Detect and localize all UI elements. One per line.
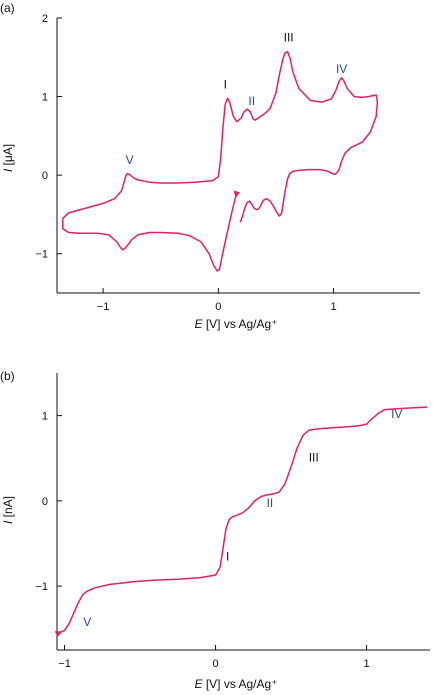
scan-direction-arrow xyxy=(233,190,241,199)
y-axis-symbol-b: I xyxy=(1,520,15,524)
x-axis-symbol-a: E xyxy=(194,317,203,331)
x-axis-title-a: E [V] vs Ag/Ag⁺ xyxy=(194,317,277,331)
y-ticks-a: −1 0 1 2 xyxy=(35,13,62,261)
peak-label: V xyxy=(83,615,91,629)
peak-label: II xyxy=(267,496,274,510)
y-tick-label: 1 xyxy=(42,92,48,104)
y-ticks-b: −1 0 1 xyxy=(35,411,62,593)
y-axis-title-a: I [μA] xyxy=(1,144,15,172)
x-tick-label: 0 xyxy=(213,658,219,670)
y-tick-label: 0 xyxy=(42,496,48,508)
y-tick-label: 0 xyxy=(42,170,48,182)
peak-label: I xyxy=(226,550,229,564)
y-tick-label: −1 xyxy=(35,581,48,593)
x-tick-label: 1 xyxy=(364,658,370,670)
x-tick-label: −1 xyxy=(58,658,71,670)
y-axis-symbol-a: I xyxy=(1,168,15,172)
peak-label: I xyxy=(224,78,227,92)
voltammogram-curve xyxy=(62,51,379,272)
peak-label: III xyxy=(309,451,319,465)
peak-label: V xyxy=(126,153,134,167)
x-tick-label: 1 xyxy=(331,301,337,313)
y-axis-unit-a: [μA] xyxy=(1,144,15,169)
peak-label: IV xyxy=(391,407,402,421)
y-tick-label: −1 xyxy=(35,249,48,261)
x-axis-symbol-b: E xyxy=(194,677,203,691)
y-tick-label: 1 xyxy=(42,411,48,423)
y-tick-label: 2 xyxy=(42,13,48,25)
y-axis-title-b: I [nA] xyxy=(1,496,15,524)
x-axis-unit-b: [V] vs Ag/Ag⁺ xyxy=(202,677,277,691)
peak-label: II xyxy=(248,94,255,108)
panel-label-b: (b) xyxy=(0,369,15,383)
y-axis-unit-b: [nA] xyxy=(1,496,15,521)
steady-state-curve xyxy=(56,406,428,635)
x-axis-unit-a: [V] vs Ag/Ag⁺ xyxy=(202,317,277,331)
x-tick-label: 0 xyxy=(215,301,221,313)
scan-start-arrow xyxy=(54,631,63,638)
x-ticks-b: −1 0 1 xyxy=(58,645,370,670)
x-ticks-a: −1 0 1 xyxy=(97,288,337,313)
panel-label-a: (a) xyxy=(0,1,15,15)
peak-label: III xyxy=(284,31,294,45)
x-axis-title-b: E [V] vs Ag/Ag⁺ xyxy=(194,677,277,691)
peak-label: IV xyxy=(336,62,347,76)
x-tick-label: −1 xyxy=(97,301,110,313)
